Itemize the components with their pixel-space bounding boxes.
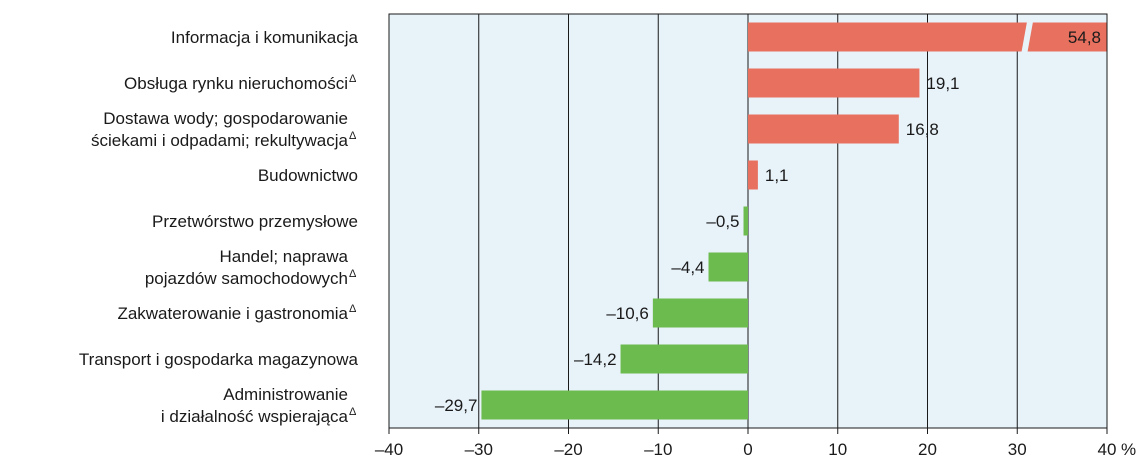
value-label: 16,8: [906, 120, 939, 139]
value-labels: 54,8 19,1 16,8 1,1 –0,5 –4,4 –10,6 –14,2 –29,7: [435, 28, 1101, 415]
category-label-line: Transport i gospodarka magazynowa: [79, 350, 359, 369]
category-label: Handel; naprawa pojazdów samochodowych: [145, 247, 349, 288]
value-label: –4,4: [671, 258, 704, 277]
category-label-line: Dostawa wody; gospodarowanie: [103, 109, 348, 128]
category-label: Budownictwo: [258, 166, 358, 185]
bar: [743, 206, 748, 236]
x-tick-label: 20: [918, 440, 937, 459]
x-tick-label: 0: [743, 440, 752, 459]
value-label: –29,7: [435, 396, 478, 415]
bar: [652, 298, 748, 328]
category-label: Administrowanie i działalność wspierająca: [161, 385, 349, 426]
x-tick-label: 10: [828, 440, 847, 459]
footnote-mark: Δ: [349, 130, 357, 142]
category-label: Transport i gospodarka magazynowa: [79, 350, 359, 369]
category-label-line: Zakwaterowanie i gastronomia: [117, 304, 348, 323]
bar: [481, 390, 748, 420]
category-label-line: Budownictwo: [258, 166, 358, 185]
value-label: 1,1: [765, 166, 789, 185]
category-label: Dostawa wody; gospodarowanie ściekami i o…: [91, 109, 349, 150]
category-label: Zakwaterowanie i gastronomia: [117, 304, 348, 323]
category-label-line: Handel; naprawa: [219, 247, 348, 266]
x-axis-ticks: –40 –30 –20 –10 0 10 20 30 40: [375, 440, 1117, 459]
value-label: –10,6: [606, 304, 649, 323]
footnote-mark: Δ: [349, 268, 357, 280]
value-label: 19,1: [926, 74, 959, 93]
x-tick-label: –10: [644, 440, 672, 459]
bar: [748, 22, 1107, 52]
footnote-mark: Δ: [349, 303, 357, 315]
category-labels: Informacja i komunikacja Obsługa rynku ni…: [79, 28, 359, 426]
category-label-line: Informacja i komunikacja: [171, 28, 359, 47]
category-label-line: ściekami i odpadami; rekultywacja: [91, 131, 349, 150]
category-label: Przetwórstwo przemysłowe: [152, 212, 358, 231]
bar: [620, 344, 748, 374]
bar: [748, 160, 758, 190]
category-label-line: Obsługa rynku nieruchomości: [124, 74, 348, 93]
x-tick-label: –30: [465, 440, 493, 459]
value-label: 54,8: [1068, 28, 1101, 47]
footnote-mark: Δ: [349, 406, 357, 418]
footnote-mark: Δ: [349, 73, 357, 85]
axis-break-mark: [1021, 20, 1034, 54]
category-label-line: Przetwórstwo przemysłowe: [152, 212, 358, 231]
bar: [748, 114, 899, 144]
bar: [708, 252, 748, 282]
value-label: –14,2: [574, 350, 617, 369]
category-label-line: Administrowanie: [223, 385, 348, 404]
value-label: –0,5: [706, 212, 739, 231]
x-tick-label: 30: [1008, 440, 1027, 459]
x-tick-label: –20: [554, 440, 582, 459]
category-label-line: i działalność wspierająca: [161, 407, 349, 426]
category-label: Informacja i komunikacja: [171, 28, 359, 47]
bar: [748, 68, 920, 98]
category-label-line: pojazdów samochodowych: [145, 269, 348, 288]
bars: [481, 20, 1107, 420]
category-label: Obsługa rynku nieruchomości: [124, 74, 348, 93]
x-tick-label: –40: [375, 440, 403, 459]
x-tick-label: 40: [1098, 440, 1117, 459]
plot-frame: [388, 13, 1108, 429]
x-axis-unit: %: [1121, 440, 1136, 459]
